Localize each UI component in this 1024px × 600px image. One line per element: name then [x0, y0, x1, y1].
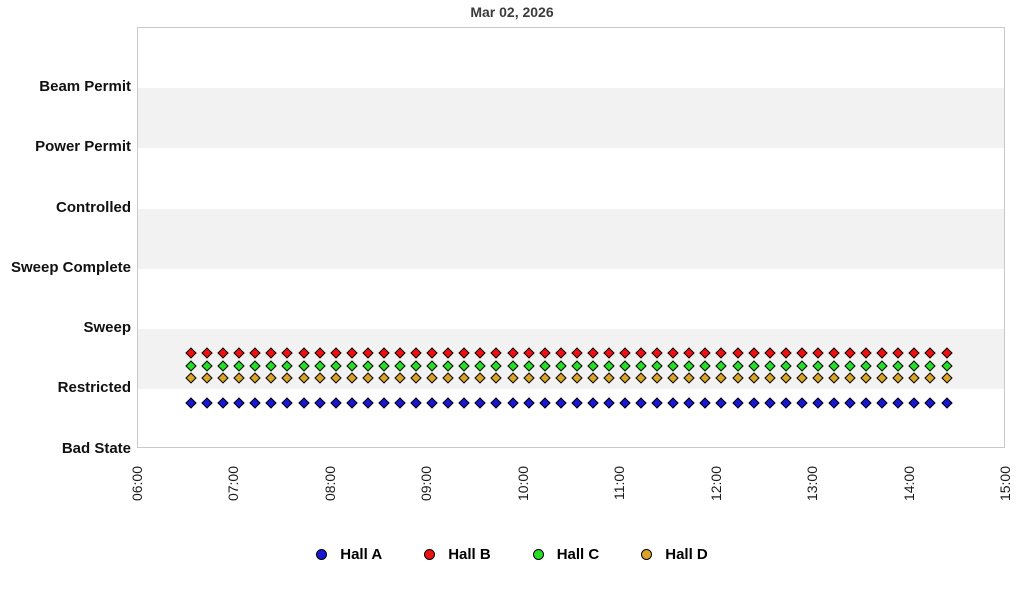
data-point [265, 397, 278, 409]
chart-title: Mar 02, 2026 [470, 4, 554, 20]
data-point [764, 397, 776, 409]
data-point [490, 397, 503, 409]
data-point [812, 397, 824, 409]
data-point [860, 397, 872, 409]
data-point [715, 397, 728, 409]
data-point [217, 397, 229, 409]
x-tick-label: 14:00 [900, 466, 917, 502]
data-point [892, 397, 904, 409]
data-point [908, 397, 921, 409]
x-tick-label: 11:00 [611, 466, 628, 500]
data-point [522, 397, 535, 409]
data-point [346, 397, 358, 409]
data-point [378, 397, 390, 409]
data-point [571, 397, 583, 409]
y-tick-label: Controlled [56, 198, 131, 216]
x-tick-label: 08:00 [321, 466, 338, 502]
data-point [731, 397, 744, 409]
x-tick-label: 12:00 [707, 466, 724, 502]
y-tick-label: Sweep [83, 319, 131, 337]
data-point [362, 397, 374, 409]
data-point [474, 397, 487, 409]
data-point [747, 397, 760, 409]
x-tick-label: 13:00 [804, 466, 821, 502]
legend: Hall A Hall B Hall C Hall D [0, 541, 1024, 567]
data-point [796, 397, 808, 409]
y-tick-label: Beam Permit [39, 78, 131, 96]
data-point [844, 397, 856, 409]
data-point [394, 397, 406, 409]
data-point [410, 397, 422, 409]
plot-area [137, 27, 1005, 448]
data-point [458, 397, 470, 409]
legend-item: Hall B [424, 546, 491, 563]
data-point [828, 397, 840, 409]
data-point [876, 397, 888, 409]
data-point [506, 397, 519, 409]
y-tick-label: Restricted [57, 379, 131, 397]
data-point [619, 397, 631, 409]
legend-dot-icon [532, 548, 544, 560]
data-point [555, 397, 567, 409]
y-tick-label: Power Permit [35, 138, 131, 156]
x-tick-label: 07:00 [225, 466, 242, 502]
legend-dot-icon [641, 548, 653, 560]
x-tick-label: 10:00 [514, 466, 531, 502]
y-tick-label: Sweep Complete [10, 258, 131, 276]
x-tick-label: 06:00 [129, 466, 145, 502]
data-point [683, 397, 695, 409]
legend-dot-icon [424, 548, 436, 560]
legend-item: Hall D [641, 546, 708, 563]
data-point [297, 397, 310, 409]
legend-item: Hall A [316, 546, 382, 563]
legend-dot-icon [316, 548, 328, 560]
data-point [330, 397, 342, 409]
grid-band [138, 88, 1004, 149]
grid-band [138, 208, 1004, 269]
data-point [426, 397, 438, 409]
data-point [281, 397, 294, 409]
data-point [603, 397, 615, 409]
y-tick-label: Bad State [61, 439, 131, 457]
legend-label: Hall C [556, 545, 600, 563]
data-point [635, 397, 647, 409]
data-point [940, 397, 953, 409]
x-tick-label: 15:00 [997, 466, 1013, 502]
data-point [201, 397, 213, 409]
data-point [587, 397, 599, 409]
data-point [651, 397, 663, 409]
x-tick-label: 09:00 [418, 466, 435, 502]
data-point [780, 397, 792, 409]
data-point [699, 397, 712, 409]
legend-item: Hall C [532, 545, 600, 563]
data-point [924, 397, 937, 409]
legend-label: Hall B [448, 545, 491, 563]
legend-label: Hall A [340, 545, 383, 563]
data-point [539, 397, 551, 409]
data-point [667, 397, 679, 409]
legend-label: Hall D [665, 545, 708, 563]
data-point [185, 397, 197, 409]
data-point [249, 397, 261, 409]
data-point [313, 397, 326, 409]
data-point [233, 397, 245, 409]
data-point [442, 397, 454, 409]
